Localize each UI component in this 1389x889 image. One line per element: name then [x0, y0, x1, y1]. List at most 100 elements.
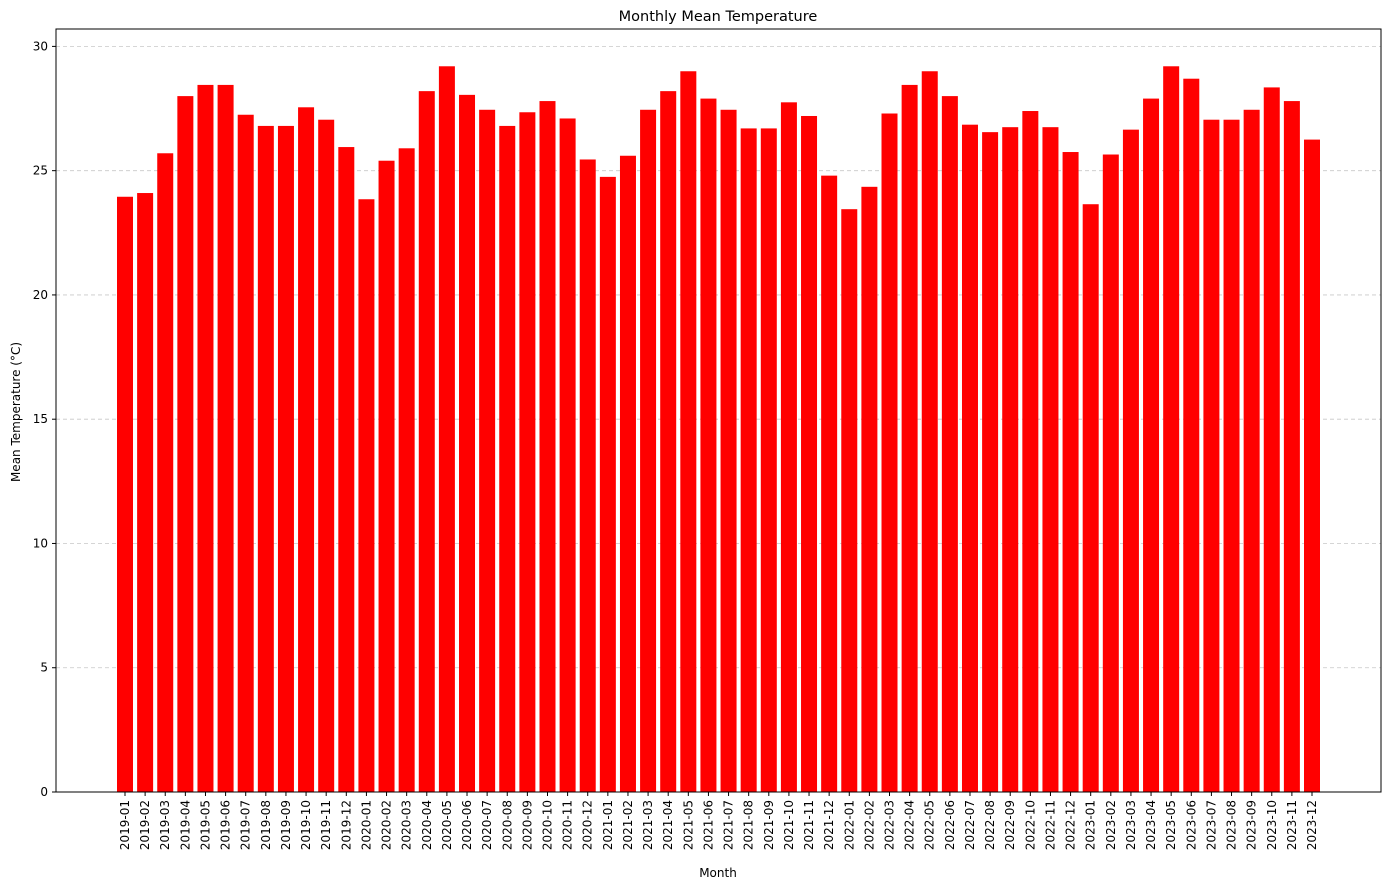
y-tick-label: 30 [33, 39, 48, 53]
x-tick-label: 2019-07 [239, 800, 253, 850]
x-axis-label: Month [699, 866, 737, 880]
bar-2022-12 [1062, 152, 1079, 793]
x-tick-label: 2021-09 [762, 800, 776, 850]
bar-2023-05 [1163, 66, 1180, 792]
bar-2020-09 [519, 112, 536, 792]
bar-2023-04 [1143, 98, 1160, 792]
bar-2023-06 [1183, 78, 1200, 792]
bar-2020-12 [579, 159, 596, 792]
y-tick-label: 25 [33, 164, 48, 178]
bar-2020-08 [499, 125, 516, 792]
x-tick-label: 2022-01 [842, 800, 856, 850]
x-tick-label: 2022-10 [1023, 800, 1037, 850]
x-tick-label: 2023-04 [1144, 800, 1158, 850]
x-tick-label: 2023-08 [1225, 800, 1239, 850]
x-tick-label: 2021-06 [701, 800, 715, 850]
bar-2021-12 [821, 175, 838, 792]
x-tick-label: 2023-07 [1204, 800, 1218, 850]
bar-2020-03 [398, 148, 415, 793]
bar-2023-08 [1223, 119, 1240, 793]
bar-2022-02 [861, 186, 878, 792]
x-tick-label: 2023-09 [1245, 800, 1259, 850]
bar-2019-03 [157, 153, 174, 793]
x-tick-label: 2019-11 [319, 800, 333, 850]
bar-2020-01 [358, 199, 375, 793]
bar-2020-11 [559, 118, 576, 793]
bar-2019-01 [117, 196, 133, 792]
bar-2021-10 [780, 102, 797, 793]
bar-2023-07 [1203, 119, 1220, 793]
x-tick-label: 2020-09 [520, 800, 534, 850]
bar-2020-02 [378, 160, 395, 792]
bar-2019-05 [197, 84, 214, 793]
bar-2023-03 [1122, 129, 1139, 792]
bar-2020-10 [539, 101, 556, 792]
x-tick-label: 2023-06 [1184, 800, 1198, 850]
x-tick-label: 2021-10 [782, 800, 796, 850]
bar-2021-03 [640, 109, 657, 792]
x-tick-label: 2022-06 [943, 800, 957, 850]
x-tick-label: 2020-08 [500, 800, 514, 850]
bar-2019-08 [257, 125, 274, 792]
x-tick-label: 2021-08 [742, 800, 756, 850]
x-tick-label: 2022-11 [1043, 800, 1057, 850]
x-tick-label: 2022-04 [903, 800, 917, 850]
bar-2022-01 [841, 209, 858, 792]
bar-2022-07 [961, 124, 978, 792]
x-tick-label: 2022-12 [1064, 800, 1078, 850]
bar-2023-12 [1304, 139, 1320, 792]
bar-2022-03 [881, 113, 898, 792]
bar-2021-01 [599, 176, 616, 792]
bar-2019-06 [217, 84, 234, 793]
bar-2022-05 [921, 71, 938, 793]
bar-2019-12 [338, 147, 355, 793]
x-tick-label: 2021-11 [802, 800, 816, 850]
bar-2020-06 [459, 94, 476, 792]
x-tick-label: 2021-04 [661, 800, 675, 850]
x-tick-label: 2023-01 [1084, 800, 1098, 850]
x-tick-label: 2023-02 [1104, 800, 1118, 850]
x-tick-label: 2023-03 [1124, 800, 1138, 850]
bar-2023-01 [1082, 204, 1099, 792]
bar-2021-07 [720, 109, 737, 792]
x-tick-label: 2020-01 [359, 800, 373, 850]
x-tick-label: 2023-05 [1164, 800, 1178, 850]
x-tick-label: 2019-08 [259, 800, 273, 850]
bar-2021-05 [680, 71, 697, 793]
bar-2023-10 [1263, 87, 1280, 793]
x-tick-label: 2020-04 [420, 800, 434, 850]
gridlines [56, 45, 1381, 793]
bar-2023-09 [1243, 109, 1260, 792]
x-tick-label: 2019-10 [299, 800, 313, 850]
x-tick-label: 2023-10 [1265, 800, 1279, 850]
x-tick-label: 2021-07 [722, 800, 736, 850]
bar-2020-04 [418, 91, 435, 793]
axes: 0 5 10 15 20 25 30 2019-01 2019-02 2019-03 2019-04… [33, 28, 1382, 850]
bar-2022-06 [941, 96, 958, 792]
bar-2020-05 [438, 66, 455, 792]
x-tick-label: 2019-02 [138, 800, 152, 850]
x-tick-label: 2020-11 [561, 800, 575, 850]
x-tick-label: 2019-06 [219, 800, 233, 850]
bar-2023-02 [1102, 154, 1119, 792]
x-tick-label: 2019-04 [178, 800, 192, 850]
x-tick-label: 2019-05 [198, 800, 212, 850]
y-tick-label: 20 [33, 288, 48, 302]
bar-2021-08 [740, 128, 757, 792]
bar-2021-04 [660, 91, 677, 793]
x-tick-label: 2020-03 [400, 800, 414, 850]
bar-2021-11 [801, 115, 818, 793]
chart-title: Monthly Mean Temperature [619, 9, 818, 25]
x-tick-label: 2021-12 [822, 800, 836, 850]
x-tick-label: 2021-05 [681, 800, 695, 850]
x-tick-label: 2019-12 [339, 800, 353, 850]
x-tick-label: 2022-05 [923, 800, 937, 850]
x-tick-label: 2021-02 [621, 800, 635, 850]
x-tick-label: 2019-09 [279, 800, 293, 850]
y-tick-label: 15 [33, 412, 48, 426]
bar-2019-09 [277, 125, 294, 792]
x-tick-label: 2022-03 [883, 800, 897, 850]
x-tick-label: 2023-12 [1305, 800, 1319, 850]
x-tick-label: 2022-08 [983, 800, 997, 850]
